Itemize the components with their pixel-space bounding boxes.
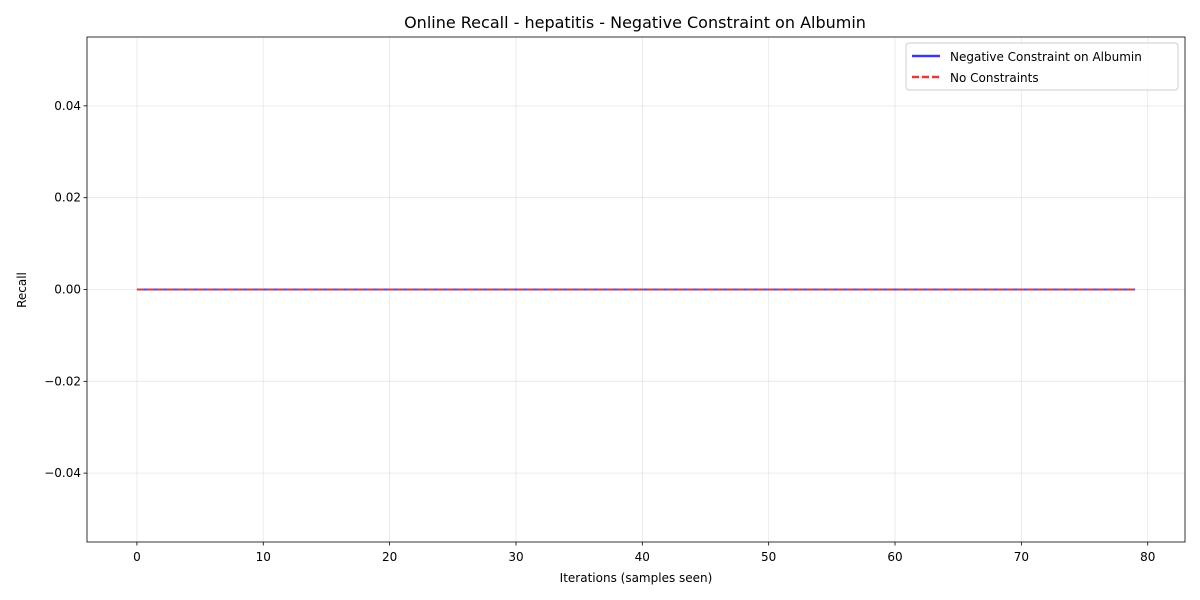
x-tick-label: 10 [256,550,271,564]
x-tick-label: 30 [508,550,523,564]
x-tick-label: 60 [887,550,902,564]
x-tick-label: 80 [1140,550,1155,564]
legend-box [905,42,1179,91]
y-tick-label: 0.02 [54,191,81,205]
legend-label-no-constraints: No Constraints [950,71,1039,85]
chart-title: Online Recall - hepatitis - Negative Con… [404,13,866,32]
legend-label-negative-constraint: Negative Constraint on Albumin [950,50,1142,64]
x-tick-label: 40 [635,550,650,564]
y-axis-label: Recall [15,272,29,308]
x-axis-label: Iterations (samples seen) [560,571,713,585]
y-tick-label: −0.04 [44,466,81,480]
ticks: 0 10 20 30 40 50 60 70 80 −0.04 −0.02 0.00 0.02 0.04 [44,99,1155,564]
x-tick-label: 0 [133,550,141,564]
x-tick-label: 50 [761,550,776,564]
y-tick-label: 0.04 [54,99,81,113]
x-tick-label: 20 [382,550,397,564]
y-tick-label: 0.00 [54,283,81,297]
y-tick-label: −0.02 [44,374,81,388]
legend: Negative Constraint on Albumin No Constr… [905,42,1179,91]
x-tick-label: 70 [1014,550,1029,564]
